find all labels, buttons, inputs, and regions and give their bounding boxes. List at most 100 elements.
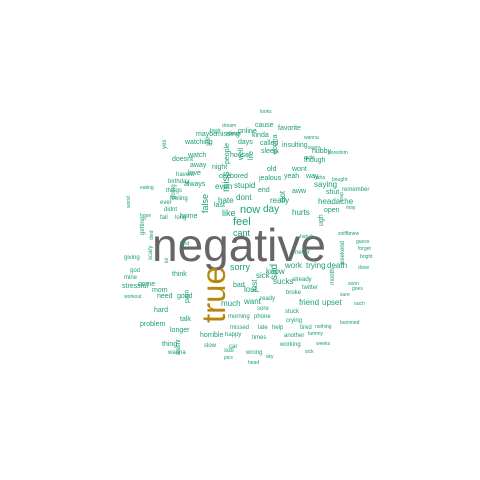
- word-phone: phone: [254, 314, 271, 320]
- word-hubby: hubby: [312, 148, 332, 155]
- word-nothing: nothing: [315, 324, 332, 330]
- word-eating: eating: [140, 185, 154, 191]
- word-missed: missed: [230, 325, 250, 331]
- word-true: true: [195, 266, 232, 323]
- word-stressful: stressful: [122, 283, 149, 290]
- word-house: house: [230, 152, 250, 159]
- word-tummy: tummy: [308, 331, 323, 337]
- word-wont: wont: [292, 166, 307, 173]
- word-slow: slow: [204, 343, 217, 349]
- word-even: even: [215, 182, 233, 191]
- word-book: book: [210, 128, 221, 134]
- word-pain: pain: [184, 289, 191, 303]
- word-feeling: feeling: [170, 196, 188, 202]
- word-away: away: [190, 162, 207, 169]
- word-goes: goes: [352, 286, 363, 292]
- word-like: like: [222, 208, 236, 218]
- word-watch: watch: [188, 152, 207, 159]
- word-working: working: [280, 342, 301, 348]
- word-morning: morning: [228, 314, 250, 320]
- word-already: already: [292, 277, 312, 283]
- word-old: old: [267, 166, 277, 173]
- word-crying: crying: [286, 318, 303, 324]
- word-didnt: didnt: [164, 207, 178, 213]
- word-watching: watching: [185, 139, 213, 146]
- word-ouch: ouch: [354, 301, 365, 307]
- word-times: times: [252, 335, 267, 341]
- word-cant: cant: [233, 228, 251, 238]
- word-tired: tired: [300, 325, 312, 331]
- word-lost: lost: [244, 285, 257, 294]
- word-much: much: [221, 299, 241, 308]
- word-kinda: kinda: [252, 132, 269, 139]
- word-horrible: horrible: [200, 332, 224, 339]
- word-happy: happy: [225, 332, 242, 338]
- word-hope: hope: [140, 213, 152, 219]
- word-mine: mine: [124, 275, 138, 281]
- word-life: life: [248, 151, 255, 160]
- word-crap: crap: [339, 192, 345, 202]
- word-work: work: [285, 261, 302, 270]
- word-last: last: [214, 202, 225, 209]
- word-sky: sky: [266, 354, 274, 360]
- word-dont: dont: [236, 193, 252, 202]
- word-sick: sick: [256, 271, 270, 280]
- word-negative: negative: [152, 219, 326, 271]
- word-doesnt: doesnt: [172, 156, 194, 163]
- word-help: help: [272, 325, 284, 331]
- word-havent: havent: [176, 172, 195, 178]
- word-friend: friend: [299, 298, 320, 307]
- word-come: come: [138, 281, 156, 288]
- word-sorry: sorry: [230, 262, 250, 272]
- word-sniffle: sniffle: [338, 231, 351, 237]
- word-gonna: gonna: [272, 134, 279, 154]
- word-forget: forget: [358, 246, 371, 252]
- word-hard: hard: [154, 307, 169, 314]
- word-boredom: boredom: [328, 150, 348, 156]
- word-sick: sick: [305, 349, 314, 355]
- word-never: never: [295, 250, 311, 256]
- word-good: good: [177, 293, 193, 300]
- word-false: false: [200, 193, 210, 213]
- word-getting: getting: [140, 216, 146, 235]
- word-feel: feel: [233, 216, 251, 228]
- word-another: another: [284, 333, 305, 339]
- word-things: things: [166, 188, 183, 194]
- word-shut: shut: [326, 189, 340, 196]
- word-bored: bored: [230, 173, 248, 180]
- word-favorite: favorite: [278, 125, 301, 132]
- word-insulting: insulting: [282, 142, 308, 149]
- word-late: late: [258, 325, 268, 331]
- word-worst: worst: [126, 196, 132, 208]
- word-sure: sure: [340, 292, 350, 298]
- word-ready: ready: [260, 296, 276, 302]
- word-trying: trying: [306, 261, 326, 270]
- word-giving: giving: [124, 255, 140, 261]
- word-need: need: [157, 293, 173, 300]
- word-pics: pics: [224, 355, 233, 361]
- word-though: though: [304, 157, 326, 164]
- word-car: car: [229, 344, 238, 350]
- word-quite: quite: [304, 155, 315, 161]
- word-online: online: [238, 128, 257, 135]
- word-new: new: [350, 231, 360, 237]
- word-dream: dream: [222, 123, 237, 129]
- word-lol: lol: [164, 257, 170, 263]
- word-one: one: [219, 173, 231, 180]
- word-night: night: [212, 164, 228, 171]
- word-going: going: [171, 184, 177, 199]
- word-weeks: weeks: [316, 341, 331, 347]
- word-well: well: [238, 147, 245, 160]
- word-yeah: yeah: [284, 173, 300, 180]
- word-wanna: wanna: [304, 135, 319, 141]
- word-haha: haha: [314, 175, 326, 181]
- word-sore: sore: [257, 306, 269, 312]
- word-know: know: [266, 267, 285, 276]
- word-really: really: [270, 196, 290, 205]
- word-saying: saying: [314, 180, 338, 189]
- word-workout: workout: [124, 294, 142, 300]
- word-talk: talk: [180, 316, 191, 323]
- word-done: done: [358, 265, 370, 271]
- word-now: now: [240, 204, 261, 216]
- word-hate: hate: [218, 196, 234, 205]
